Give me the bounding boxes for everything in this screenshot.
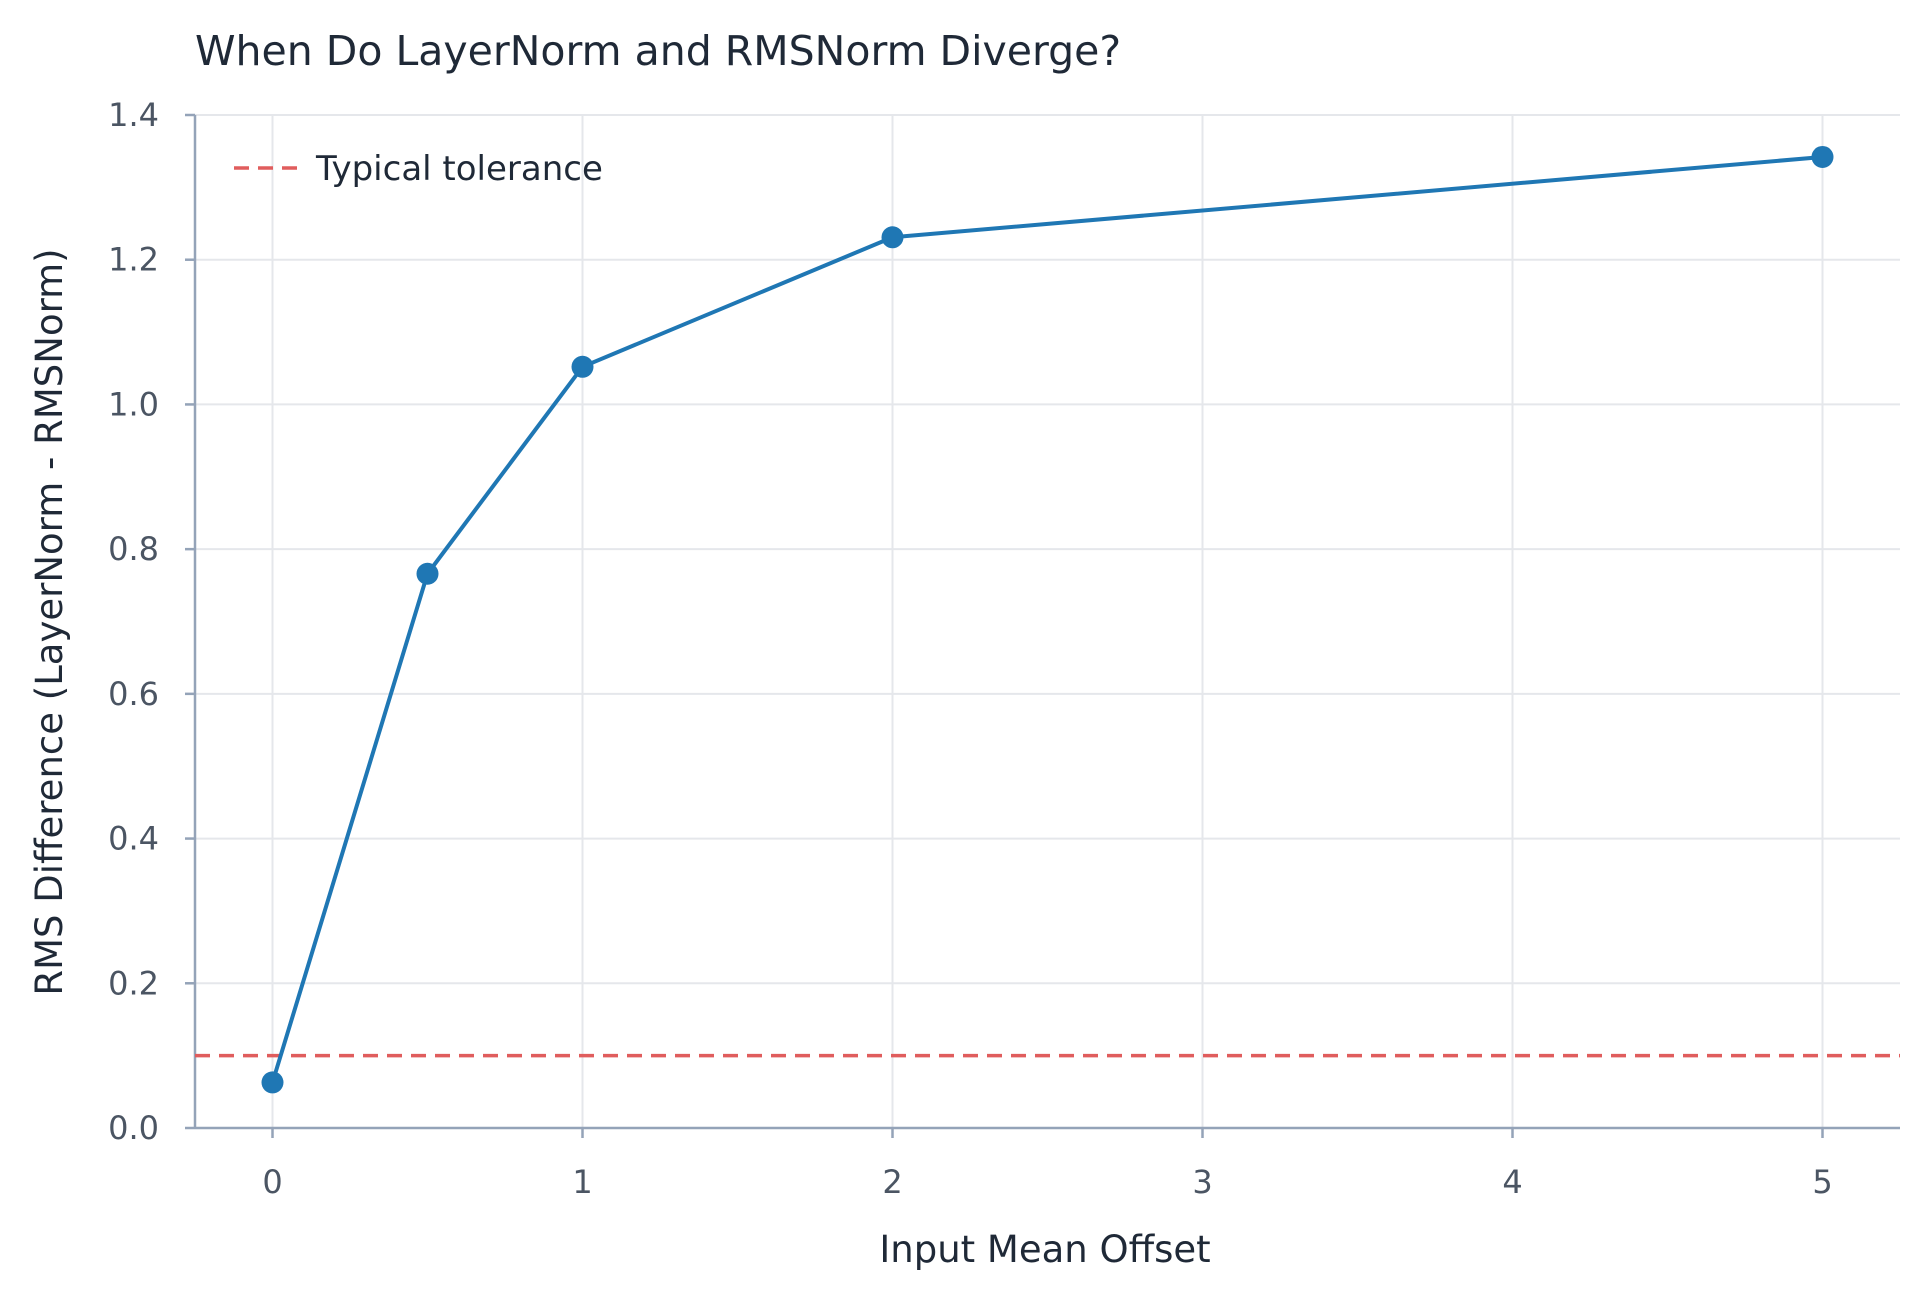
x-tick-label: 5 [1812, 1163, 1832, 1201]
series-line [270, 154, 1825, 1085]
x-tick-label: 3 [1192, 1163, 1212, 1201]
x-tick-labels: 0 1 2 3 4 5 [262, 1163, 1832, 1201]
data-point [1811, 145, 1834, 168]
axes [185, 113, 1900, 1138]
x-tick-label: 2 [882, 1163, 902, 1201]
data-series [261, 145, 1834, 1094]
y-tick-label: 0.0 [108, 1109, 159, 1147]
data-point [881, 226, 904, 249]
data-point [261, 1071, 284, 1094]
y-tick-label: 0.6 [108, 675, 159, 713]
legend-label-typical-tolerance: Typical tolerance [315, 149, 603, 189]
y-tick-label: 1.4 [108, 96, 159, 134]
data-point [416, 562, 439, 585]
legend: Typical tolerance [234, 149, 603, 189]
chart-title: When Do LayerNorm and RMSNorm Diverge? [195, 27, 1121, 75]
y-tick-label: 0.8 [108, 530, 159, 568]
x-tick-label: 0 [262, 1163, 282, 1201]
y-tick-labels: 0.0 0.2 0.4 0.6 0.8 1.0 1.2 1.4 [108, 96, 159, 1147]
y-tick-label: 0.4 [108, 820, 159, 858]
y-axis-label: RMS Difference (LayerNorm - RMSNorm) [28, 248, 71, 995]
x-tick-label: 4 [1502, 1163, 1522, 1201]
y-tick-label: 1.0 [108, 385, 159, 423]
y-tick-label: 1.2 [108, 241, 159, 279]
x-axis-label: Input Mean Offset [879, 1228, 1210, 1271]
x-tick-label: 1 [572, 1163, 592, 1201]
data-point [571, 355, 594, 378]
grid-lines [195, 114, 1900, 1129]
y-tick-label: 0.2 [108, 964, 159, 1002]
